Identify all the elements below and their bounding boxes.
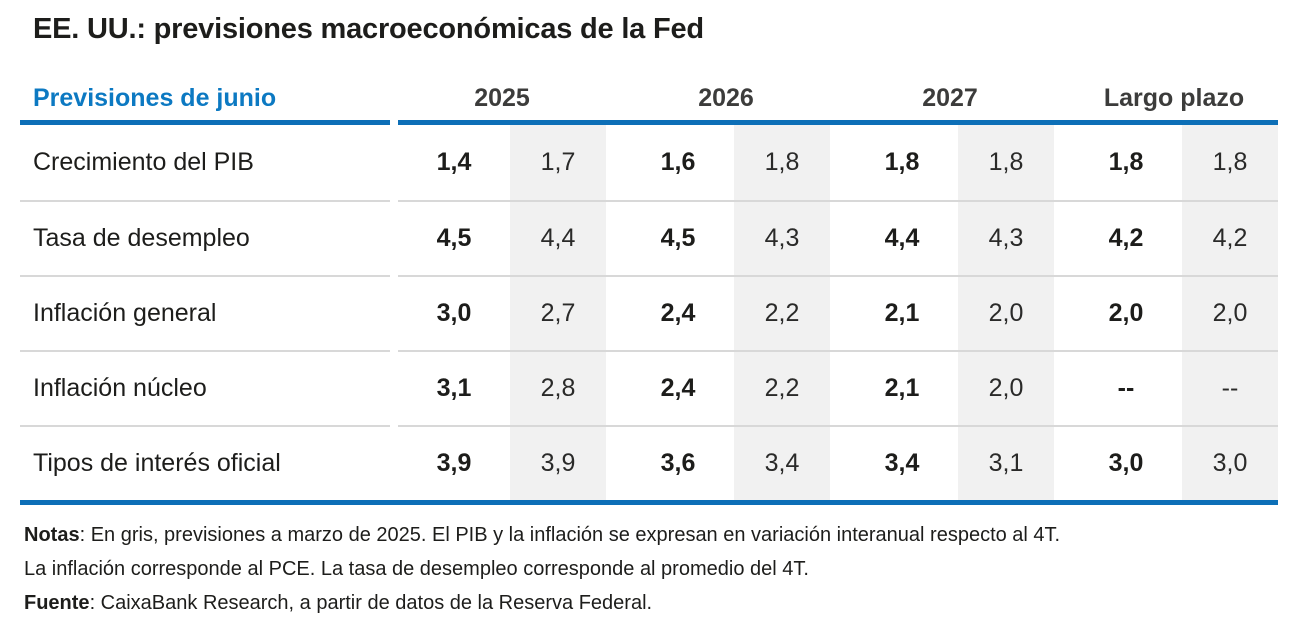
table-row-inflacion-nucleo: Inflación núcleo 3,1 2,8 2,4 2,2 2,1 2,0… (20, 350, 1278, 425)
value-cell-june: 3,0 (436, 299, 472, 327)
header-rule-values-segment (398, 120, 1278, 125)
value-cell-june: 2,1 (884, 299, 920, 327)
value-cell-march: 4,2 (1182, 202, 1278, 275)
value-cell-march: -- (1182, 352, 1278, 425)
table-row-desempleo: Tasa de desempleo 4,5 4,4 4,5 4,3 4,4 4,… (20, 200, 1278, 275)
source-text: : CaixaBank Research, a partir de datos … (89, 592, 653, 614)
value-cell-march: 1,8 (1182, 125, 1278, 200)
value-cell-june: 3,6 (660, 449, 696, 477)
table-body: Crecimiento del PIB 1,4 1,7 1,6 1,8 1,8 … (20, 125, 1278, 505)
value-cell-june: 3,1 (436, 374, 472, 402)
value-cell-june: 2,0 (1108, 299, 1144, 327)
footnotes: Notas: En gris, previsiones a marzo de 2… (24, 518, 1296, 620)
value-cell-june: 1,8 (884, 148, 920, 176)
value-cell-march: 4,4 (510, 202, 606, 275)
value-cell-june: 1,4 (436, 148, 472, 176)
source-line: Fuente: CaixaBank Research, a partir de … (24, 586, 1296, 620)
value-cell-march: 2,2 (734, 352, 830, 425)
notes-line-2-text: La inflación corresponde al PCE. La tasa… (24, 558, 809, 580)
table-row-inflacion-general: Inflación general 3,0 2,7 2,4 2,2 2,1 2,… (20, 275, 1278, 350)
value-cell-march: 2,0 (958, 277, 1054, 350)
value-cell-june: 2,4 (660, 299, 696, 327)
value-cell-march: 2,7 (510, 277, 606, 350)
value-cell-june: -- (1117, 374, 1135, 402)
table-corner-label: Previsiones de junio (33, 84, 277, 112)
value-cell-june: 3,0 (1108, 449, 1144, 477)
row-label: Inflación general (20, 275, 390, 350)
value-cell-june: 2,1 (884, 374, 920, 402)
value-cell-march: 2,2 (734, 277, 830, 350)
table-row-pib: Crecimiento del PIB 1,4 1,7 1,6 1,8 1,8 … (20, 125, 1278, 200)
year-header-2025: 2025 (474, 84, 530, 112)
source-prefix: Fuente (24, 592, 90, 614)
value-cell-june: 2,4 (660, 374, 696, 402)
value-cell-march: 1,7 (510, 125, 606, 200)
table-row-tipos-interes: Tipos de interés oficial 3,9 3,9 3,6 3,4… (20, 425, 1278, 500)
header-rule-label-segment (20, 120, 390, 125)
notes-line-1: Notas: En gris, previsiones a marzo de 2… (24, 518, 1296, 552)
value-cell-march: 4,3 (734, 202, 830, 275)
year-header-2027: 2027 (922, 84, 978, 112)
value-cell-june: 4,4 (884, 224, 920, 252)
forecast-table: Previsiones de junio 2025 2026 2027 Larg… (20, 46, 1278, 505)
value-cell-june: 3,9 (436, 449, 472, 477)
notes-line-1-text: : En gris, previsiones a marzo de 2025. … (79, 524, 1061, 546)
year-header-largo-plazo: Largo plazo (1103, 84, 1245, 112)
notes-prefix: Notas (24, 524, 80, 546)
value-cell-june: 4,5 (436, 224, 472, 252)
row-label: Inflación núcleo (20, 350, 390, 425)
value-cell-march: 1,8 (734, 125, 830, 200)
value-cell-march: 3,0 (1182, 427, 1278, 500)
table-header-row: Previsiones de junio 2025 2026 2027 Larg… (20, 46, 1278, 120)
value-cell-march: 3,4 (734, 427, 830, 500)
value-cell-june: 4,2 (1108, 224, 1144, 252)
year-header-2026: 2026 (698, 84, 754, 112)
row-label: Tipos de interés oficial (20, 425, 390, 500)
figure-title: EE. UU.: previsiones macroeconómicas de … (33, 13, 704, 45)
row-label: Crecimiento del PIB (33, 148, 254, 176)
value-cell-march: 2,8 (510, 352, 606, 425)
value-cell-march: 1,8 (958, 125, 1054, 200)
value-cell-june: 1,6 (660, 148, 696, 176)
value-cell-march: 2,0 (958, 352, 1054, 425)
value-cell-march: 3,1 (958, 427, 1054, 500)
value-cell-june: 4,5 (660, 224, 696, 252)
notes-line-2: La inflación corresponde al PCE. La tasa… (24, 552, 1296, 586)
value-cell-june: 3,4 (884, 449, 920, 477)
value-cell-june: 1,8 (1108, 148, 1144, 176)
year-headers: 2025 2026 2027 Largo plazo (398, 84, 1278, 113)
header-rule (20, 120, 1278, 125)
value-cell-march: 4,3 (958, 202, 1054, 275)
value-cell-march: 2,0 (1182, 277, 1278, 350)
value-cell-march: 3,9 (510, 427, 606, 500)
row-label: Tasa de desempleo (20, 200, 390, 275)
